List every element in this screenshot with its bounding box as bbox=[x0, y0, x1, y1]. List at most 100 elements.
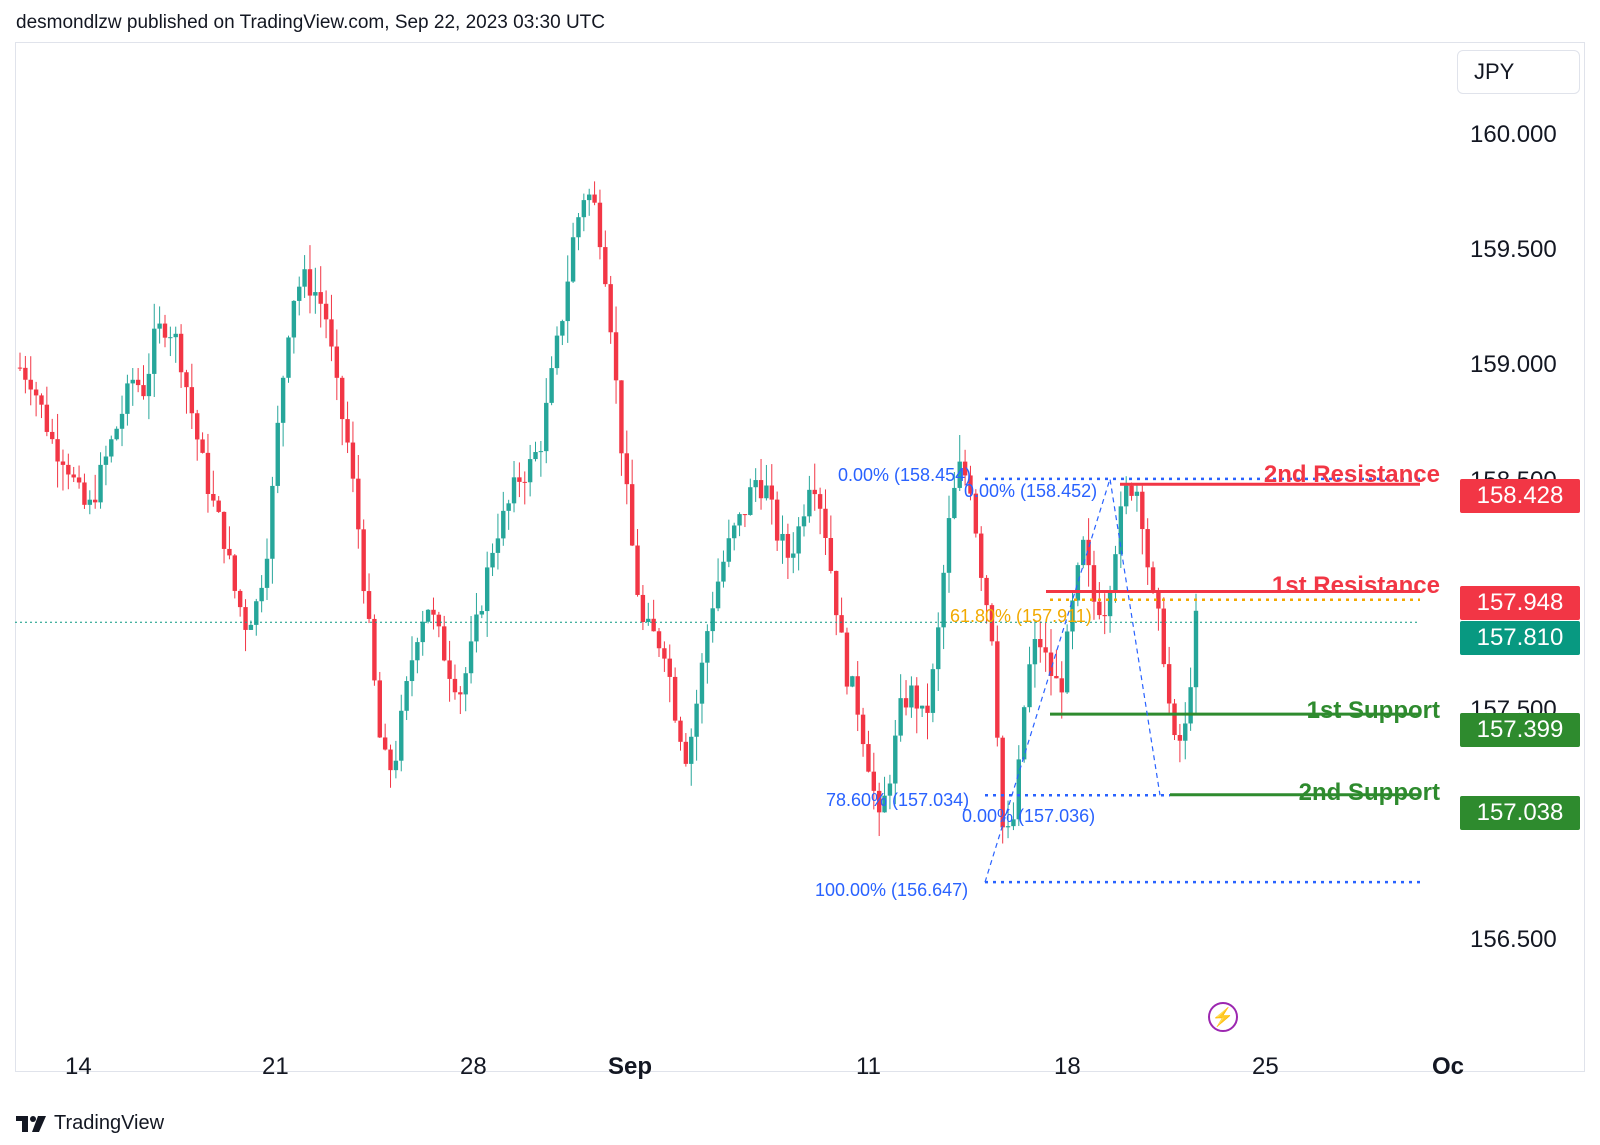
candle-up bbox=[1032, 638, 1038, 665]
candle-down bbox=[1038, 638, 1043, 648]
candle-up bbox=[152, 328, 157, 374]
candle-down bbox=[1043, 647, 1048, 653]
candle-down bbox=[785, 533, 791, 558]
chart-frame[interactable] bbox=[15, 42, 1585, 1072]
candle-up bbox=[1016, 759, 1021, 820]
candle-down bbox=[17, 367, 23, 369]
candle-down bbox=[871, 771, 877, 791]
candle-down bbox=[377, 680, 382, 738]
candle-down bbox=[629, 484, 635, 546]
candle-down bbox=[860, 714, 866, 745]
candle-up bbox=[538, 451, 544, 453]
candle-down bbox=[844, 632, 850, 687]
candle-down bbox=[973, 493, 979, 534]
candle-down bbox=[979, 533, 984, 578]
candle-down bbox=[232, 555, 237, 591]
fib-label: 61.80% (157.911) bbox=[950, 606, 1092, 626]
candle-down bbox=[1097, 601, 1102, 616]
x-tick: 21 bbox=[262, 1053, 289, 1080]
candle-up bbox=[850, 676, 855, 687]
candle-up bbox=[1188, 687, 1193, 724]
y-tick: 159.000 bbox=[1470, 351, 1557, 378]
candle-up bbox=[114, 428, 119, 440]
candle-down bbox=[1166, 664, 1172, 704]
fib-label: 0.00% (158.454) bbox=[838, 465, 972, 485]
publish-attribution: desmondlzw published on TradingView.com,… bbox=[16, 12, 606, 33]
candle-down bbox=[640, 594, 646, 623]
candle-down bbox=[839, 615, 844, 633]
candle-down bbox=[651, 618, 656, 632]
candle-down bbox=[33, 389, 39, 396]
candle-up bbox=[1113, 554, 1118, 592]
candle-up bbox=[87, 499, 93, 505]
candle-down bbox=[1156, 589, 1161, 609]
candle-down bbox=[774, 499, 780, 541]
y-tick: 160.000 bbox=[1470, 121, 1557, 148]
currency-selector[interactable]: JPY bbox=[1457, 50, 1580, 94]
candle-up bbox=[125, 383, 130, 414]
candle-up bbox=[560, 321, 565, 336]
candle-up bbox=[1011, 819, 1016, 827]
candle-down bbox=[608, 284, 613, 333]
candle-down bbox=[742, 514, 748, 516]
candle-down bbox=[662, 648, 667, 659]
candle-up bbox=[689, 736, 694, 764]
candle-up bbox=[146, 373, 152, 397]
candle-down bbox=[350, 442, 356, 479]
candle-down bbox=[1145, 529, 1150, 568]
candle-down bbox=[339, 377, 345, 420]
candle-down bbox=[1048, 652, 1054, 676]
candle-down bbox=[442, 626, 447, 661]
candle-down bbox=[436, 614, 442, 627]
resistance-1-price: 157.948 bbox=[1460, 586, 1580, 620]
candle-up bbox=[490, 552, 495, 568]
candle-up bbox=[415, 642, 420, 661]
candle-up bbox=[565, 281, 570, 322]
candle-up bbox=[936, 627, 941, 670]
candle-down bbox=[1140, 491, 1145, 530]
candle-up bbox=[1027, 664, 1032, 708]
candle-down bbox=[345, 419, 350, 443]
candle-down bbox=[517, 477, 522, 482]
candle-up bbox=[1193, 610, 1199, 688]
candle-down bbox=[361, 529, 366, 592]
candle-down bbox=[817, 494, 823, 509]
candle-up bbox=[1005, 826, 1011, 828]
lightning-icon[interactable]: ⚡ bbox=[1208, 1002, 1238, 1032]
fib-label: 0.00% (158.452) bbox=[964, 481, 1098, 501]
candle-down bbox=[28, 379, 33, 390]
candle-down bbox=[66, 464, 71, 475]
candle-up bbox=[479, 611, 485, 615]
candle-down bbox=[1150, 567, 1156, 590]
candle-up bbox=[882, 795, 887, 813]
candle-up bbox=[468, 641, 474, 674]
candle-up bbox=[909, 685, 914, 708]
candle-up bbox=[946, 518, 952, 573]
candle-up bbox=[1183, 723, 1188, 741]
candle-down bbox=[195, 413, 200, 440]
candle-down bbox=[834, 570, 839, 616]
candle-up bbox=[302, 269, 307, 287]
y-tick: 159.500 bbox=[1470, 236, 1557, 263]
candle-down bbox=[624, 453, 629, 485]
candle-down bbox=[221, 511, 227, 549]
candle-down bbox=[237, 590, 243, 608]
candle-down bbox=[334, 346, 340, 378]
candle-up bbox=[544, 402, 549, 452]
candle-up bbox=[576, 217, 581, 238]
candle-up bbox=[275, 422, 280, 486]
candle-up bbox=[705, 631, 710, 663]
support-1-label: 1st Support bbox=[1306, 697, 1440, 724]
candle-up bbox=[721, 561, 726, 582]
candle-up bbox=[694, 703, 699, 737]
candle-down bbox=[178, 333, 184, 373]
candle-down bbox=[1000, 737, 1005, 828]
candle-down bbox=[984, 577, 989, 606]
candle-down bbox=[1059, 678, 1064, 693]
candle-up bbox=[270, 485, 275, 559]
candle-up bbox=[731, 525, 737, 539]
candle-down bbox=[522, 481, 527, 483]
footer-brand[interactable]: TradingView bbox=[16, 1112, 164, 1135]
candle-up bbox=[533, 452, 538, 460]
